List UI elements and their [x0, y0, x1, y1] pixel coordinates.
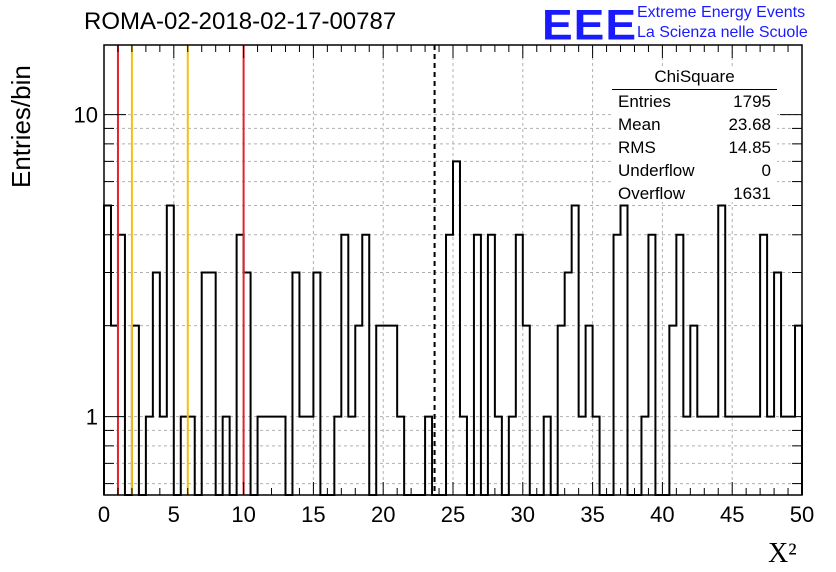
stats-row-rms: RMS 14.85 [618, 138, 771, 160]
x-tick-label: 20 [371, 502, 395, 527]
x-tick-label: 5 [168, 502, 180, 527]
y-tick-label: 1 [86, 405, 98, 430]
x-tick-label: 35 [580, 502, 604, 527]
histogram-outline [103, 160, 803, 496]
logo-mark: EEE [542, 0, 638, 49]
stats-key: Overflow [618, 184, 686, 203]
stats-row-overflow: Overflow 1631 [618, 184, 771, 206]
stats-key: RMS [618, 138, 656, 157]
stats-row-entries: Entries 1795 [618, 92, 771, 114]
y-axis-label: Entries/bin [6, 65, 36, 188]
x-tick-label: 15 [301, 502, 325, 527]
stats-title: ChiSquare [654, 67, 735, 86]
stats-value: 14.85 [728, 138, 771, 157]
stats-value: 0 [761, 161, 771, 180]
stats-value: 1631 [733, 184, 771, 203]
stats-box: ChiSquare Entries 1795 Mean 23.68 RMS 14… [612, 66, 777, 203]
x-tick-label: 45 [720, 502, 744, 527]
x-tick-label: 10 [231, 502, 255, 527]
y-tick-label: 10 [74, 103, 98, 128]
x-tick-label: 30 [511, 502, 535, 527]
logo-line-1: Extreme Energy Events [637, 4, 806, 21]
logo-line-2: La Scienza nelle Scuole [637, 24, 808, 41]
stats-value: 23.68 [728, 115, 771, 134]
x-tick-label: 50 [790, 502, 814, 527]
stats-value: 1795 [733, 92, 771, 111]
stats-row-mean: Mean 23.68 [618, 115, 771, 137]
x-axis-label: X² [768, 538, 797, 569]
x-tick-label: 40 [650, 502, 674, 527]
stats-key: Mean [618, 115, 661, 134]
x-tick-label: 0 [98, 502, 110, 527]
stats-separator [612, 89, 777, 90]
stats-row-underflow: Underflow 0 [618, 161, 771, 183]
x-tick-label: 25 [441, 502, 465, 527]
stats-key: Entries [618, 92, 671, 111]
stats-key: Underflow [618, 161, 695, 180]
chart-title: ROMA-02-2018-02-17-00787 [84, 8, 397, 35]
